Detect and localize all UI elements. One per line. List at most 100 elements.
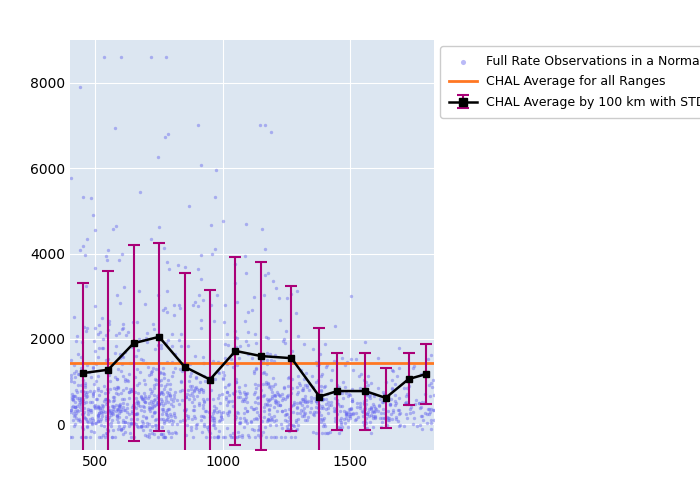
Full Rate Observations in a Normal Point xyxy=(84,414,95,422)
Full Rate Observations in a Normal Point xyxy=(369,414,380,422)
Full Rate Observations in a Normal Point xyxy=(190,374,202,382)
Full Rate Observations in a Normal Point xyxy=(234,418,245,426)
Full Rate Observations in a Normal Point xyxy=(348,409,359,417)
Full Rate Observations in a Normal Point xyxy=(362,381,373,389)
Full Rate Observations in a Normal Point xyxy=(286,375,297,383)
Full Rate Observations in a Normal Point xyxy=(140,359,151,367)
Full Rate Observations in a Normal Point xyxy=(204,376,216,384)
Full Rate Observations in a Normal Point xyxy=(103,372,114,380)
Full Rate Observations in a Normal Point xyxy=(291,403,302,411)
Full Rate Observations in a Normal Point xyxy=(134,287,145,295)
Full Rate Observations in a Normal Point xyxy=(119,395,130,403)
Full Rate Observations in a Normal Point xyxy=(89,404,100,411)
Full Rate Observations in a Normal Point xyxy=(257,225,268,233)
Full Rate Observations in a Normal Point xyxy=(154,223,165,231)
Full Rate Observations in a Normal Point xyxy=(263,406,274,414)
Full Rate Observations in a Normal Point xyxy=(212,433,223,441)
Full Rate Observations in a Normal Point xyxy=(108,402,119,410)
Full Rate Observations in a Normal Point xyxy=(243,328,254,336)
Full Rate Observations in a Normal Point xyxy=(122,400,133,408)
Full Rate Observations in a Normal Point xyxy=(154,368,165,376)
Full Rate Observations in a Normal Point xyxy=(75,394,86,402)
Full Rate Observations in a Normal Point xyxy=(116,367,127,375)
Full Rate Observations in a Normal Point xyxy=(155,388,167,396)
Full Rate Observations in a Normal Point xyxy=(133,398,144,406)
Full Rate Observations in a Normal Point xyxy=(67,416,78,424)
Full Rate Observations in a Normal Point xyxy=(290,433,301,441)
Full Rate Observations in a Normal Point xyxy=(108,384,120,392)
Full Rate Observations in a Normal Point xyxy=(126,386,137,394)
Full Rate Observations in a Normal Point xyxy=(157,306,168,314)
Full Rate Observations in a Normal Point xyxy=(209,433,220,441)
Full Rate Observations in a Normal Point xyxy=(292,372,303,380)
Full Rate Observations in a Normal Point xyxy=(76,394,87,402)
Full Rate Observations in a Normal Point xyxy=(345,410,356,418)
Full Rate Observations in a Normal Point xyxy=(307,345,318,353)
Full Rate Observations in a Normal Point xyxy=(353,414,364,422)
Full Rate Observations in a Normal Point xyxy=(291,382,302,390)
Full Rate Observations in a Normal Point xyxy=(281,422,293,430)
Full Rate Observations in a Normal Point xyxy=(144,403,155,411)
Full Rate Observations in a Normal Point xyxy=(276,396,288,404)
Full Rate Observations in a Normal Point xyxy=(161,415,172,423)
Full Rate Observations in a Normal Point xyxy=(301,416,312,424)
Full Rate Observations in a Normal Point xyxy=(105,408,116,416)
Full Rate Observations in a Normal Point xyxy=(208,421,219,429)
Full Rate Observations in a Normal Point xyxy=(113,329,125,337)
Full Rate Observations in a Normal Point xyxy=(230,415,241,423)
Full Rate Observations in a Normal Point xyxy=(238,409,249,417)
Full Rate Observations in a Normal Point xyxy=(92,330,104,338)
Full Rate Observations in a Normal Point xyxy=(238,414,249,422)
Full Rate Observations in a Normal Point xyxy=(240,390,251,398)
Full Rate Observations in a Normal Point xyxy=(349,416,360,424)
Full Rate Observations in a Normal Point xyxy=(369,390,380,398)
Full Rate Observations in a Normal Point xyxy=(318,395,329,403)
Full Rate Observations in a Normal Point xyxy=(314,392,325,400)
Full Rate Observations in a Normal Point xyxy=(195,385,206,393)
Full Rate Observations in a Normal Point xyxy=(311,397,322,405)
Legend: Full Rate Observations in a Normal Point, CHAL Average for all Ranges, CHAL Aver: Full Rate Observations in a Normal Point… xyxy=(440,46,700,118)
Full Rate Observations in a Normal Point xyxy=(149,408,160,416)
Full Rate Observations in a Normal Point xyxy=(255,432,266,440)
Full Rate Observations in a Normal Point xyxy=(69,398,80,406)
Full Rate Observations in a Normal Point xyxy=(164,386,176,394)
Full Rate Observations in a Normal Point xyxy=(88,364,99,372)
Full Rate Observations in a Normal Point xyxy=(374,402,385,410)
Full Rate Observations in a Normal Point xyxy=(71,388,83,396)
Full Rate Observations in a Normal Point xyxy=(74,394,85,402)
Full Rate Observations in a Normal Point xyxy=(234,418,246,426)
Full Rate Observations in a Normal Point xyxy=(298,398,309,406)
Full Rate Observations in a Normal Point xyxy=(332,400,343,408)
Full Rate Observations in a Normal Point xyxy=(157,407,168,415)
Full Rate Observations in a Normal Point xyxy=(150,420,161,428)
Full Rate Observations in a Normal Point xyxy=(97,404,108,411)
Full Rate Observations in a Normal Point xyxy=(78,242,89,250)
Full Rate Observations in a Normal Point xyxy=(398,384,409,392)
Full Rate Observations in a Normal Point xyxy=(67,392,78,400)
Full Rate Observations in a Normal Point xyxy=(354,402,365,410)
Full Rate Observations in a Normal Point xyxy=(260,422,271,430)
Full Rate Observations in a Normal Point xyxy=(358,422,370,430)
Full Rate Observations in a Normal Point xyxy=(152,398,163,406)
Full Rate Observations in a Normal Point xyxy=(114,407,125,415)
Full Rate Observations in a Normal Point xyxy=(71,409,82,417)
Full Rate Observations in a Normal Point xyxy=(164,429,175,437)
Full Rate Observations in a Normal Point xyxy=(150,365,161,373)
Full Rate Observations in a Normal Point xyxy=(139,392,150,400)
Full Rate Observations in a Normal Point xyxy=(301,402,312,410)
Full Rate Observations in a Normal Point xyxy=(343,416,354,424)
Full Rate Observations in a Normal Point xyxy=(93,408,104,416)
Full Rate Observations in a Normal Point xyxy=(378,390,389,398)
Full Rate Observations in a Normal Point xyxy=(114,403,125,411)
Full Rate Observations in a Normal Point xyxy=(170,429,181,437)
Full Rate Observations in a Normal Point xyxy=(83,410,94,418)
Full Rate Observations in a Normal Point xyxy=(262,269,273,277)
Full Rate Observations in a Normal Point xyxy=(232,394,244,402)
Full Rate Observations in a Normal Point xyxy=(262,380,274,388)
Full Rate Observations in a Normal Point xyxy=(256,416,267,424)
Full Rate Observations in a Normal Point xyxy=(300,398,311,406)
Full Rate Observations in a Normal Point xyxy=(107,405,118,413)
Full Rate Observations in a Normal Point xyxy=(134,188,146,196)
Full Rate Observations in a Normal Point xyxy=(421,419,433,427)
Full Rate Observations in a Normal Point xyxy=(66,390,78,398)
